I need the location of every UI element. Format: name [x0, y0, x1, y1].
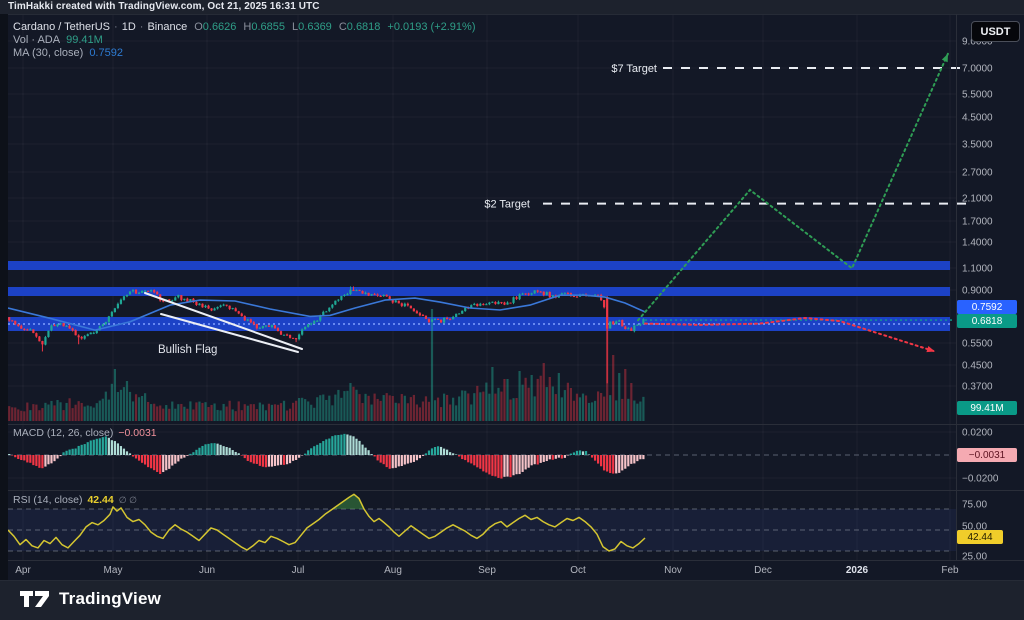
svg-text:2.7000: 2.7000	[962, 168, 993, 179]
target-lines[interactable]: $7 Target $2 Target	[484, 63, 967, 211]
svg-text:0.4500: 0.4500	[962, 361, 993, 372]
svg-text:9.0000: 9.0000	[962, 37, 993, 48]
svg-text:Feb: Feb	[941, 565, 959, 576]
price-axis-labels[interactable]: 9.0000 7.0000 5.5000 4.5000 3.5000 2.7000 2.10…	[962, 37, 999, 563]
svg-text:Aug: Aug	[384, 565, 402, 576]
svg-text:0.0200: 0.0200	[962, 428, 993, 439]
low-label: L	[292, 21, 299, 33]
candles-layer	[8, 286, 645, 384]
projection-paths	[637, 52, 949, 353]
ma-label: MA (30, close)	[13, 47, 84, 59]
svg-text:3.5000: 3.5000	[962, 140, 993, 151]
rsi-layer	[8, 493, 950, 552]
price-tag: 42.44	[957, 530, 1003, 544]
volume-layer	[8, 309, 645, 421]
attribution-bar	[0, 0, 1024, 15]
bullish-flag-annotation[interactable]: Bullish Flag	[144, 292, 303, 356]
svg-text:−0.0200: −0.0200	[962, 474, 999, 485]
pane-separators	[8, 14, 1024, 561]
ma-value: 0.7592	[89, 47, 123, 59]
tradingview-link[interactable]: TradingView	[20, 588, 161, 610]
macd-layer	[8, 433, 950, 479]
svg-text:May: May	[104, 565, 123, 576]
svg-text:0.9000: 0.9000	[962, 286, 993, 297]
svg-text:Sep: Sep	[478, 565, 496, 576]
change-value: +0.0193 (+2.91%)	[387, 21, 476, 33]
svg-text:Jun: Jun	[199, 565, 215, 576]
separator-dot: ·	[139, 21, 144, 33]
svg-text:2026: 2026	[846, 565, 869, 576]
svg-text:25.00: 25.00	[962, 552, 987, 563]
svg-text:1.7000: 1.7000	[962, 217, 993, 228]
legend: Cardano / TetherUS · 1D · Binance O0.6626 H0.6…	[13, 21, 476, 60]
time-axis-labels[interactable]: Apr May Jun Jul Aug Sep Oct Nov Dec 2026 Feb	[15, 565, 959, 576]
volume-value: 99.41M	[66, 34, 103, 46]
rsi-value: 42.44	[87, 494, 114, 506]
svg-text:7.0000: 7.0000	[962, 64, 993, 75]
rsi-hidden-ma-icons: ∅ ∅	[118, 495, 137, 505]
svg-text:75.00: 75.00	[962, 500, 987, 511]
tradingview-wordmark: TradingView	[59, 589, 162, 608]
svg-text:4.5000: 4.5000	[962, 113, 993, 124]
separator-dot: ·	[114, 21, 118, 33]
price-tag: 0.7592	[957, 300, 1017, 314]
svg-text:0.5500: 0.5500	[962, 339, 993, 350]
svg-text:1.4000: 1.4000	[962, 238, 993, 249]
macd-pane-label: MACD (12, 26, close) −0.0031	[13, 427, 157, 439]
symbol-title[interactable]: Cardano / TetherUS	[13, 21, 111, 33]
close-value: 0.6818	[346, 21, 381, 33]
svg-text:$2 Target: $2 Target	[484, 199, 530, 211]
open-value: 0.6626	[202, 21, 237, 33]
ma-line	[8, 294, 646, 331]
rsi-band	[8, 509, 956, 551]
svg-text:50.00: 50.00	[962, 522, 987, 533]
svg-text:Oct: Oct	[570, 565, 586, 576]
interval-label: 1D	[121, 21, 136, 33]
svg-text:Apr: Apr	[15, 565, 31, 576]
attribution-text: TimHakki created with TradingView.com, O…	[8, 1, 320, 12]
price-tag: 99.41M	[957, 401, 1017, 415]
rsi-pane-label: RSI (14, close) 42.44 ∅ ∅	[13, 494, 137, 506]
high-value: 0.6855	[251, 21, 286, 33]
volume-label: Vol · ADA	[13, 34, 61, 46]
price-tag: −0.0031	[957, 448, 1017, 462]
ma-row: MA (30, close) 0.7592	[13, 47, 476, 60]
svg-text:1.1000: 1.1000	[962, 264, 993, 275]
svg-text:Bullish Flag: Bullish Flag	[158, 344, 217, 356]
low-value: 0.6369	[298, 21, 332, 33]
rsi-label: RSI (14, close)	[13, 494, 83, 506]
svg-text:0.3700: 0.3700	[962, 382, 993, 393]
left-margin	[0, 14, 8, 580]
currency-toggle-button[interactable]: USDT	[971, 21, 1020, 42]
high-label: H	[243, 21, 252, 33]
macd-label: MACD (12, 26, close)	[13, 427, 114, 439]
price-tag: 0.6818	[957, 314, 1017, 328]
svg-text:Nov: Nov	[664, 565, 682, 576]
svg-text:Jul: Jul	[292, 565, 305, 576]
volume-row: Vol · ADA 99.41M	[13, 34, 476, 47]
symbol-row: Cardano / TetherUS · 1D · Binance O0.6626 H0.6…	[13, 21, 476, 34]
svg-text:Dec: Dec	[754, 565, 772, 576]
svg-text:5.5000: 5.5000	[962, 90, 993, 101]
tradingview-logo-icon	[20, 591, 49, 607]
open-label: O	[194, 21, 203, 33]
close-label: C	[338, 21, 347, 33]
macd-value: −0.0031	[118, 427, 157, 439]
footer-bar	[0, 580, 1024, 620]
svg-text:2.1000: 2.1000	[962, 194, 993, 205]
chart-canvas[interactable]: Bullish Flag $7 Target $2 Target 9.0000 7.00…	[0, 0, 1024, 580]
exchange-label: Binance	[147, 21, 188, 33]
support-resistance-bands	[8, 261, 954, 331]
svg-text:$7 Target: $7 Target	[611, 63, 657, 75]
